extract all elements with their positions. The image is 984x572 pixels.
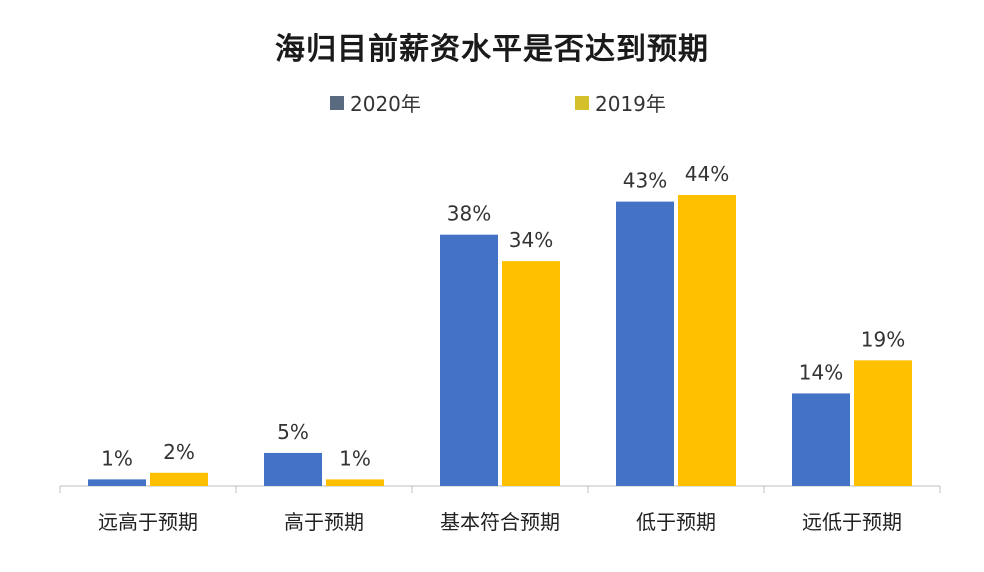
data-label-2020-0: 1% [101, 446, 133, 470]
data-label-2019-0: 2% [163, 440, 195, 464]
category-label-3: 低于预期 [636, 510, 716, 534]
category-label-4: 远低于预期 [802, 510, 902, 534]
data-label-2019-3: 44% [685, 162, 729, 186]
data-label-2020-2: 38% [447, 202, 491, 226]
legend: 2020年 2019年 [0, 88, 984, 118]
data-label-2020-4: 14% [799, 360, 843, 384]
bar-2019-3 [678, 195, 736, 486]
bar-2019-2 [502, 261, 560, 486]
chart-title: 海归目前薪资水平是否达到预期 [275, 32, 709, 67]
bar-2020-0 [88, 479, 146, 486]
legend-swatch-2019 [575, 95, 589, 110]
bar-2020-2 [440, 234, 498, 486]
legend-swatch-2020 [330, 95, 344, 110]
bar-2020-3 [616, 201, 674, 486]
data-label-2020-1: 5% [277, 420, 309, 444]
category-label-0: 远高于预期 [98, 510, 198, 534]
legend-label-2019: 2019年 [595, 92, 666, 116]
bar-2019-0 [150, 472, 208, 486]
data-label-2019-4: 19% [861, 327, 905, 351]
legend-item-2019: 2019年 [575, 88, 666, 117]
category-label-1: 高于预期 [284, 510, 364, 534]
bar-2020-4 [792, 393, 850, 486]
data-label-2020-3: 43% [623, 169, 667, 193]
category-label-2: 基本符合预期 [440, 510, 560, 534]
data-label-2019-1: 1% [339, 446, 371, 470]
bar-2020-1 [264, 452, 322, 486]
legend-item-2020: 2020年 [330, 88, 421, 117]
legend-label-2020: 2020年 [350, 92, 421, 116]
bar-2019-4 [854, 360, 912, 486]
data-label-2019-2: 34% [509, 228, 553, 252]
bar-2019-1 [326, 479, 384, 486]
